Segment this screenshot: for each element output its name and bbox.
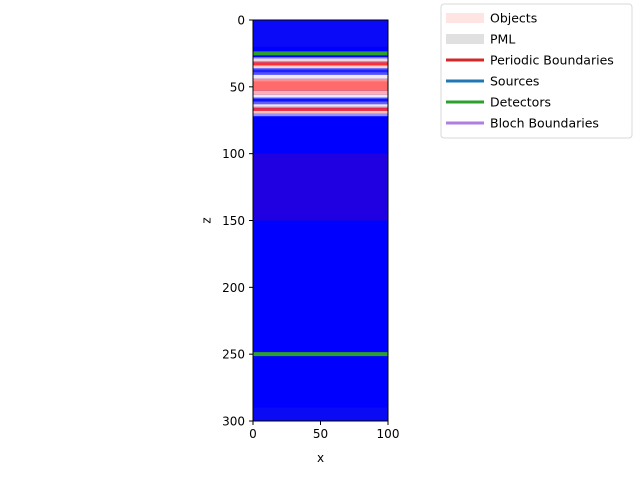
field-band (253, 62, 388, 66)
y-tick-label: 100 (222, 147, 245, 161)
field-band (253, 94, 388, 98)
y-tick-label: 300 (222, 415, 245, 429)
detector-lines (253, 51, 388, 357)
field-band (253, 69, 388, 73)
field-band (253, 98, 388, 102)
field-band (253, 72, 388, 75)
field-band (253, 101, 388, 105)
x-tick-label: 0 (249, 427, 257, 441)
y-tick-label: 250 (222, 348, 245, 362)
field-band (253, 57, 388, 59)
y-tick-label: 200 (222, 281, 245, 295)
field-band (253, 97, 388, 99)
field-band (253, 108, 388, 111)
field-image (253, 20, 388, 421)
legend: Objects PML Periodic Boundaries Sources Dete… (440, 3, 633, 139)
x-tick-label: 50 (313, 427, 328, 441)
legend-entry-label: Bloch Boundaries (490, 116, 599, 131)
field-band (253, 74, 388, 79)
field-band (253, 106, 388, 109)
legend-entry-label: Sources (490, 74, 539, 89)
field-band (253, 68, 388, 70)
legend-entry-label: Objects (490, 11, 537, 26)
legend-entry-label: PML (490, 32, 515, 47)
field-band (253, 407, 388, 421)
legend-box (440, 3, 633, 139)
y-axis-label: z (200, 217, 214, 223)
y-tick-label: 0 (237, 14, 245, 28)
field-band (253, 90, 388, 95)
field-band (253, 104, 388, 107)
x-axis-label: x (317, 451, 324, 465)
field-band (253, 58, 388, 62)
field-band (253, 110, 388, 114)
y-axis-ticks: 0 50 100 150 200 250 300 (222, 14, 253, 429)
legend-swatch (446, 34, 484, 44)
legend-entry-label: Detectors (490, 95, 551, 110)
legend-swatch (446, 13, 484, 23)
field-band (253, 113, 388, 117)
y-tick-label: 150 (222, 214, 245, 228)
field-band (253, 78, 388, 82)
x-tick-label: 100 (377, 427, 400, 441)
field-band (253, 81, 388, 91)
field-band (253, 20, 388, 47)
y-tick-label: 50 (230, 80, 245, 94)
legend-entry-label: Periodic Boundaries (490, 53, 614, 68)
field-band (253, 61, 388, 63)
x-axis-ticks: 0 50 100 (249, 421, 399, 441)
field-band (253, 153, 388, 221)
field-band (253, 65, 388, 69)
